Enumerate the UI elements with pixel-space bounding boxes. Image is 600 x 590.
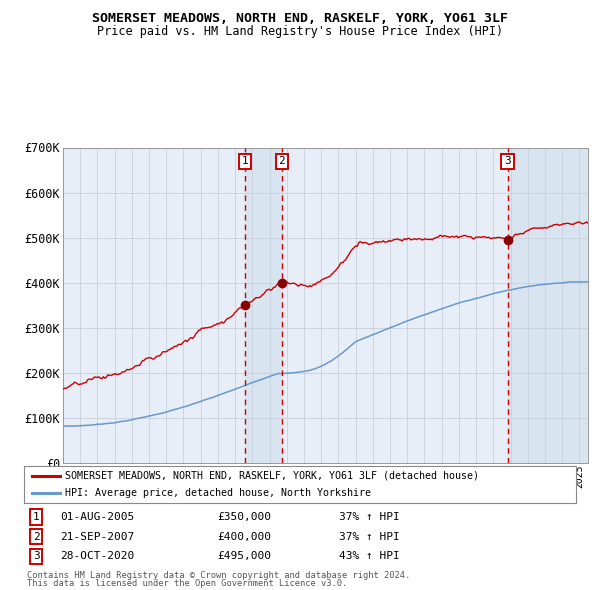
Text: 37% ↑ HPI: 37% ↑ HPI (338, 532, 400, 542)
Bar (245, 148, 282, 463)
Text: 2: 2 (33, 532, 40, 542)
Text: Price paid vs. HM Land Registry's House Price Index (HPI): Price paid vs. HM Land Registry's House … (97, 25, 503, 38)
Text: 01-AUG-2005: 01-AUG-2005 (60, 512, 134, 522)
Text: 1: 1 (242, 156, 248, 166)
Text: 37% ↑ HPI: 37% ↑ HPI (338, 512, 400, 522)
Text: This data is licensed under the Open Government Licence v3.0.: This data is licensed under the Open Gov… (27, 579, 347, 588)
Text: 21-SEP-2007: 21-SEP-2007 (60, 532, 134, 542)
Bar (508, 148, 588, 463)
Text: HPI: Average price, detached house, North Yorkshire: HPI: Average price, detached house, Nort… (65, 488, 371, 498)
Text: 28-OCT-2020: 28-OCT-2020 (60, 552, 134, 562)
Text: 43% ↑ HPI: 43% ↑ HPI (338, 552, 400, 562)
Text: £400,000: £400,000 (217, 532, 271, 542)
Text: £495,000: £495,000 (217, 552, 271, 562)
Text: SOMERSET MEADOWS, NORTH END, RASKELF, YORK, YO61 3LF: SOMERSET MEADOWS, NORTH END, RASKELF, YO… (92, 12, 508, 25)
Text: 2: 2 (278, 156, 286, 166)
Text: SOMERSET MEADOWS, NORTH END, RASKELF, YORK, YO61 3LF (detached house): SOMERSET MEADOWS, NORTH END, RASKELF, YO… (65, 471, 479, 481)
Text: 1: 1 (33, 512, 40, 522)
Text: Contains HM Land Registry data © Crown copyright and database right 2024.: Contains HM Land Registry data © Crown c… (27, 571, 410, 579)
Text: £350,000: £350,000 (217, 512, 271, 522)
Text: 3: 3 (504, 156, 511, 166)
Text: 3: 3 (33, 552, 40, 562)
Bar (508, 148, 588, 463)
